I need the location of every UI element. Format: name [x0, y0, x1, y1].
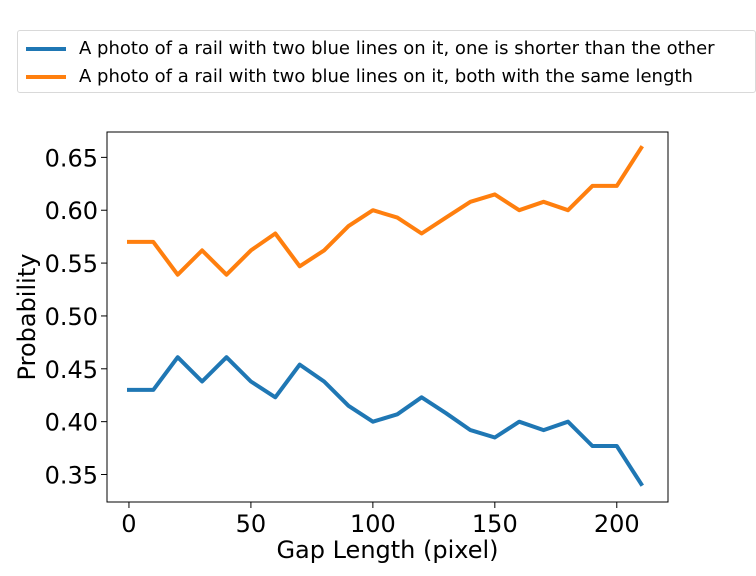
x-tick-label: 50: [236, 510, 267, 538]
y-tick-label: 0.50: [45, 303, 98, 331]
legend-swatch-series-1: [26, 47, 66, 51]
y-tick-label: 0.55: [45, 250, 98, 278]
series-line-1: [127, 355, 644, 487]
legend-label-series-1: A photo of a rail with two blue lines on…: [79, 38, 715, 59]
legend-swatch-series-2: [26, 75, 66, 79]
x-tick-label: 100: [350, 510, 396, 538]
x-tick-label: 0: [121, 510, 136, 538]
legend-item-series-2: A photo of a rail with two blue lines on…: [18, 63, 755, 91]
legend-item-series-1: A photo of a rail with two blue lines on…: [18, 35, 755, 63]
y-tick-label: 0.40: [45, 409, 98, 437]
y-tick-label: 0.60: [45, 197, 98, 225]
y-tick-label: 0.45: [45, 356, 98, 384]
x-axis-label: Gap Length (pixel): [276, 536, 498, 564]
y-tick-label: 0.35: [45, 462, 98, 490]
y-axis: 0.35 0.40 0.45 0.50 0.55 0.60 0.65: [45, 144, 107, 490]
legend-label-series-2: A photo of a rail with two blue lines on…: [79, 66, 693, 87]
x-axis: 0 50 100 150 200: [121, 502, 640, 538]
y-tick-label: 0.65: [45, 144, 98, 172]
series-line-2: [127, 145, 644, 277]
x-tick-label: 150: [472, 510, 518, 538]
x-tick-label: 200: [594, 510, 640, 538]
series-layer: [127, 145, 644, 487]
plot-frame: [106, 131, 669, 503]
legend: A photo of a rail with two blue lines on…: [17, 30, 756, 93]
y-axis-label: Probability: [13, 254, 41, 381]
